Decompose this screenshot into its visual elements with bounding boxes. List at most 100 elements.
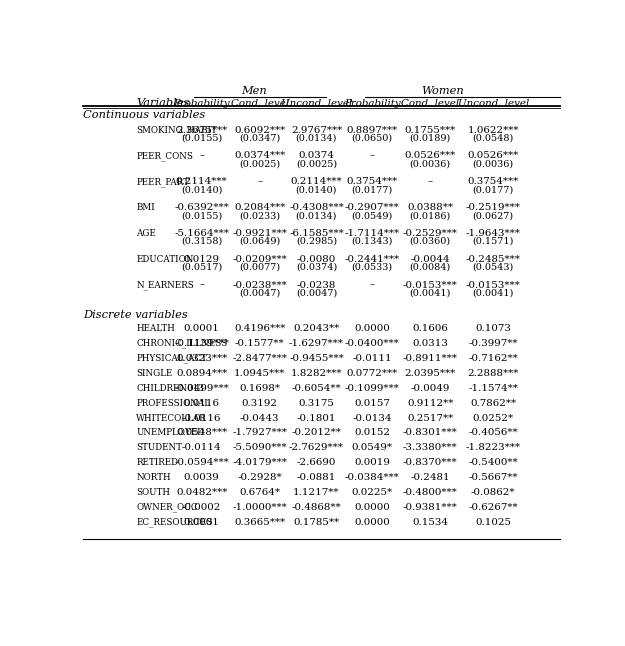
- Text: N_EARNERS: N_EARNERS: [136, 280, 194, 290]
- Text: 0.1534: 0.1534: [412, 518, 448, 527]
- Text: 0.0548***: 0.0548***: [176, 428, 228, 437]
- Text: -1.1574**: -1.1574**: [468, 384, 518, 393]
- Text: –: –: [199, 151, 204, 160]
- Text: PEER_CONS: PEER_CONS: [136, 151, 193, 161]
- Text: -0.8301***: -0.8301***: [403, 428, 458, 437]
- Text: -0.6392***: -0.6392***: [174, 203, 229, 212]
- Text: Cond. level: Cond. level: [401, 99, 459, 108]
- Text: 0.0225*: 0.0225*: [352, 488, 392, 497]
- Text: (0.0189): (0.0189): [409, 134, 451, 143]
- Text: Uncond. level: Uncond. level: [458, 99, 529, 108]
- Text: Discrete variables: Discrete variables: [83, 310, 188, 320]
- Text: (0.0047): (0.0047): [239, 289, 281, 298]
- Text: 2.0395***: 2.0395***: [404, 369, 456, 378]
- Text: 0.0001: 0.0001: [184, 518, 219, 527]
- Text: 0.0000: 0.0000: [354, 503, 390, 512]
- Text: –: –: [199, 281, 204, 289]
- Text: 0.1073: 0.1073: [475, 324, 511, 333]
- Text: (0.0025): (0.0025): [239, 160, 281, 169]
- Text: (0.0140): (0.0140): [181, 185, 222, 194]
- Text: CHILDREN013: CHILDREN013: [136, 384, 204, 393]
- Text: 0.0374: 0.0374: [299, 151, 334, 160]
- Text: -0.0881: -0.0881: [297, 474, 336, 482]
- Text: (0.0533): (0.0533): [352, 263, 392, 272]
- Text: Probability: Probability: [344, 99, 401, 108]
- Text: (0.0177): (0.0177): [472, 185, 514, 194]
- Text: (0.1571): (0.1571): [472, 237, 514, 246]
- Text: -1.9643***: -1.9643***: [466, 229, 521, 238]
- Text: NORTH: NORTH: [136, 474, 171, 482]
- Text: 0.0549*: 0.0549*: [352, 443, 392, 452]
- Text: 0.7862**: 0.7862**: [470, 399, 516, 408]
- Text: 0.1785**: 0.1785**: [293, 518, 339, 527]
- Text: 0.0039: 0.0039: [184, 474, 219, 482]
- Text: 0.0116: 0.0116: [184, 399, 219, 408]
- Text: (0.0134): (0.0134): [296, 134, 337, 143]
- Text: OWNER_OCC: OWNER_OCC: [136, 503, 198, 512]
- Text: 0.4196***: 0.4196***: [234, 324, 286, 333]
- Text: -0.2441***: -0.2441***: [344, 255, 400, 264]
- Text: (0.0155): (0.0155): [181, 134, 222, 143]
- Text: -1.0000***: -1.0000***: [232, 503, 287, 512]
- Text: -0.6054**: -0.6054**: [292, 384, 341, 393]
- Text: -0.0384***: -0.0384***: [345, 474, 399, 482]
- Text: 1.8282***: 1.8282***: [291, 369, 342, 378]
- Text: (0.0041): (0.0041): [409, 289, 451, 298]
- Text: -0.1577**: -0.1577**: [235, 339, 284, 348]
- Text: -0.9455***: -0.9455***: [289, 354, 344, 363]
- Text: PROFESSIONAL: PROFESSIONAL: [136, 399, 210, 408]
- Text: BMI: BMI: [136, 203, 155, 212]
- Text: -0.0594***: -0.0594***: [174, 458, 229, 467]
- Text: 0.0129: 0.0129: [184, 255, 219, 264]
- Text: -0.0443: -0.0443: [240, 413, 279, 422]
- Text: (0.0025): (0.0025): [296, 160, 337, 169]
- Text: (0.3158): (0.3158): [181, 237, 222, 246]
- Text: -0.0499***: -0.0499***: [174, 384, 229, 393]
- Text: -0.0044: -0.0044: [411, 255, 450, 264]
- Text: 0.0313: 0.0313: [412, 339, 448, 348]
- Text: (0.0177): (0.0177): [351, 185, 392, 194]
- Text: -0.0080: -0.0080: [297, 255, 336, 264]
- Text: Cond. level: Cond. level: [231, 99, 289, 108]
- Text: 0.3192: 0.3192: [242, 399, 278, 408]
- Text: Women: Women: [421, 87, 464, 96]
- Text: –: –: [369, 151, 375, 160]
- Text: -0.6267**: -0.6267**: [468, 503, 518, 512]
- Text: -0.4800***: -0.4800***: [403, 488, 458, 497]
- Text: 0.0894***: 0.0894***: [176, 369, 228, 378]
- Text: -0.1801: -0.1801: [297, 413, 336, 422]
- Text: 0.3754***: 0.3754***: [468, 177, 519, 186]
- Text: AGE: AGE: [136, 229, 156, 238]
- Text: STUDENT: STUDENT: [136, 443, 182, 452]
- Text: RETIRED: RETIRED: [136, 458, 178, 467]
- Text: -0.2529***: -0.2529***: [403, 229, 458, 238]
- Text: 2.9767***: 2.9767***: [291, 125, 342, 134]
- Text: –: –: [428, 177, 433, 186]
- Text: WHITECOLLAR: WHITECOLLAR: [136, 413, 207, 422]
- Text: -0.4868**: -0.4868**: [292, 503, 341, 512]
- Text: Probability: Probability: [173, 99, 230, 108]
- Text: 0.1698*: 0.1698*: [239, 384, 280, 393]
- Text: 0.0152: 0.0152: [354, 428, 390, 437]
- Text: 1.0945***: 1.0945***: [234, 369, 286, 378]
- Text: PHYSICAL_ACT: PHYSICAL_ACT: [136, 353, 208, 363]
- Text: -0.0111: -0.0111: [352, 354, 392, 363]
- Text: -0.3997**: -0.3997**: [469, 339, 518, 348]
- Text: 0.2114***: 0.2114***: [176, 177, 228, 186]
- Text: -0.1139***: -0.1139***: [174, 339, 229, 348]
- Text: -0.2481: -0.2481: [411, 474, 450, 482]
- Text: (0.0036): (0.0036): [472, 160, 514, 169]
- Text: -0.0002: -0.0002: [182, 503, 221, 512]
- Text: 0.0526***: 0.0526***: [404, 151, 456, 160]
- Text: -0.2907***: -0.2907***: [345, 203, 399, 212]
- Text: (0.0548): (0.0548): [472, 134, 514, 143]
- Text: 0.9112**: 0.9112**: [407, 399, 454, 408]
- Text: 0.0000: 0.0000: [354, 324, 390, 333]
- Text: -0.0238: -0.0238: [297, 281, 336, 289]
- Text: (0.0627): (0.0627): [472, 211, 514, 220]
- Text: -0.5400**: -0.5400**: [468, 458, 518, 467]
- Text: -0.0153***: -0.0153***: [403, 281, 458, 289]
- Text: (0.0233): (0.0233): [239, 211, 281, 220]
- Text: (0.0036): (0.0036): [410, 160, 451, 169]
- Text: (0.0374): (0.0374): [296, 263, 337, 272]
